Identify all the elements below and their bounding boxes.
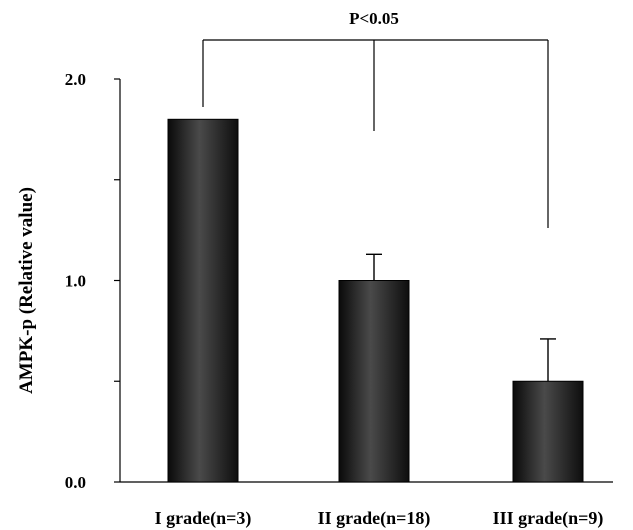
bar xyxy=(512,380,584,483)
labels: 0.0 1.0 2.0 AMPK-p (Relative value) I grade(… xyxy=(16,9,603,529)
y-tick-label: 0.0 xyxy=(65,473,86,492)
significance-bracket xyxy=(202,39,549,228)
x-category-label: I grade(n=3) xyxy=(155,508,252,529)
x-category-label: II grade(n=18) xyxy=(318,508,431,529)
bar xyxy=(167,118,239,483)
error-bars xyxy=(366,253,556,382)
y-tick-label: 1.0 xyxy=(65,272,86,291)
y-axis-title: AMPK-p (Relative value) xyxy=(16,187,37,394)
significance-label: P<0.05 xyxy=(349,9,399,28)
y-tick-label: 2.0 xyxy=(65,70,86,89)
bars xyxy=(167,118,584,483)
bar xyxy=(338,280,410,483)
x-category-label: III grade(n=9) xyxy=(493,508,604,529)
